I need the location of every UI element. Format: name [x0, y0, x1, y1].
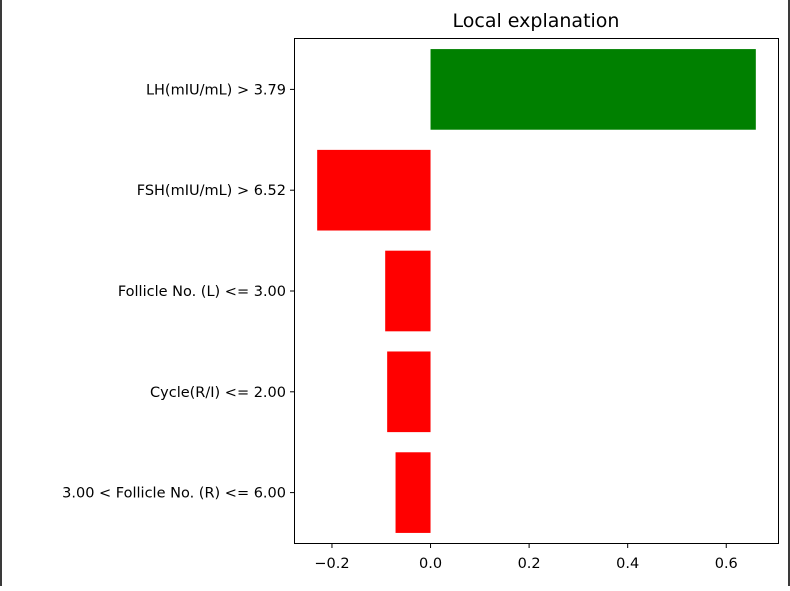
plot-area-border — [294, 38, 779, 544]
x-tick-label: −0.2 — [314, 556, 349, 572]
bar — [395, 452, 431, 533]
x-tick-layer: −0.2 0.0 0.2 0.4 0.6 — [314, 543, 738, 572]
x-tick-label: 0.6 — [715, 556, 738, 572]
bar — [385, 250, 431, 332]
y-tick-layer: LH(mIU/mL) > 3.79 FSH(mIU/mL) > 6.52 Folli… — [62, 82, 295, 502]
bar — [387, 351, 431, 433]
x-tick-label: 0.0 — [419, 556, 442, 572]
y-tick-label: Follicle No. (L) <= 3.00 — [118, 284, 286, 300]
y-tick-label: 3.00 < Follicle No. (R) <= 6.00 — [62, 486, 286, 502]
y-tick-label: LH(mIU/mL) > 3.79 — [146, 82, 286, 98]
chart-title: Local explanation — [453, 10, 620, 32]
x-tick-label: 0.4 — [616, 556, 639, 572]
bar — [317, 149, 431, 231]
y-tick-label: FSH(mIU/mL) > 6.52 — [137, 183, 286, 199]
y-tick-label: Cycle(R/I) <= 2.00 — [150, 385, 286, 401]
bar — [430, 49, 756, 130]
x-tick-label: 0.2 — [518, 556, 541, 572]
bars-layer — [317, 49, 756, 533]
